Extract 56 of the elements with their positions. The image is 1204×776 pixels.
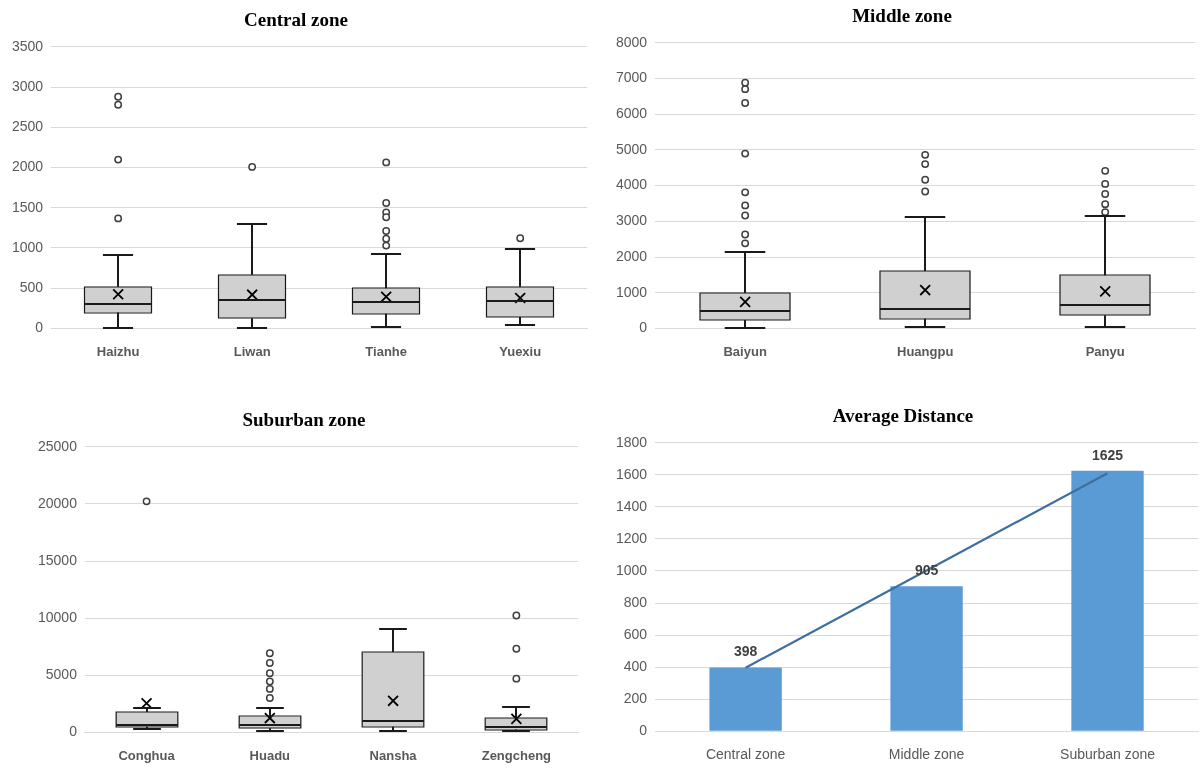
y-tick-label: 600 <box>623 625 648 642</box>
x-tick-label: Yuexiu <box>499 343 542 359</box>
y-tick-label: 2000 <box>615 247 648 264</box>
y-tick-label: 0 <box>639 319 648 336</box>
x-tick-label: Huangpu <box>897 343 954 359</box>
x-tick-label: Zengcheng <box>481 747 552 763</box>
y-tick-label: 0 <box>639 722 648 739</box>
y-tick-label: 8000 <box>615 33 648 50</box>
y-tick-label: 1000 <box>11 238 44 255</box>
y-tick-label: 500 <box>19 279 44 296</box>
bar <box>1071 470 1144 731</box>
y-tick-label: 2500 <box>11 118 44 135</box>
data-label: 1625 <box>1091 446 1124 463</box>
x-tick-label: Central zone <box>705 746 786 763</box>
y-tick-label: 4000 <box>615 176 648 193</box>
y-tick-label: 5000 <box>45 666 78 683</box>
y-tick-label: 3000 <box>615 212 648 229</box>
bar <box>890 586 963 731</box>
chart-title: Suburban zone <box>242 409 366 431</box>
y-tick-label: 1000 <box>615 561 648 578</box>
x-tick-label: Baiyun <box>723 343 767 359</box>
x-tick-label: Panyu <box>1085 343 1125 359</box>
y-tick-label: 6000 <box>615 105 648 122</box>
y-tick-label: 800 <box>623 593 648 610</box>
y-tick-label: 5000 <box>615 140 648 157</box>
x-tick-label: Liwan <box>233 343 271 359</box>
data-label: 398 <box>733 643 758 660</box>
y-tick-label: 1600 <box>615 465 648 482</box>
y-tick-label: 1500 <box>11 198 44 215</box>
x-tick-label: Middle zone <box>888 746 965 763</box>
y-tick-label: 0 <box>35 319 44 336</box>
y-tick-label: 3500 <box>11 37 44 54</box>
y-tick-label: 15000 <box>37 551 78 568</box>
x-tick-label: Nansha <box>369 747 418 763</box>
y-tick-label: 1800 <box>615 433 648 450</box>
bar <box>709 667 782 731</box>
y-tick-label: 1400 <box>615 497 648 514</box>
chart-title: Average Distance <box>832 405 974 427</box>
chart-title: Middle zone <box>852 5 952 27</box>
x-tick-label: Tianhe <box>365 343 408 359</box>
y-tick-label: 200 <box>623 690 648 707</box>
y-tick-label: 3000 <box>11 77 44 94</box>
y-tick-label: 0 <box>69 723 78 740</box>
y-tick-label: 10000 <box>37 609 78 626</box>
y-tick-label: 7000 <box>615 69 648 86</box>
y-tick-label: 1000 <box>615 283 648 300</box>
y-tick-label: 20000 <box>37 494 78 511</box>
y-tick-label: 1200 <box>615 529 648 546</box>
y-tick-label: 25000 <box>37 437 78 454</box>
x-tick-label: Suburban zone <box>1060 746 1156 763</box>
x-tick-label: Haizhu <box>96 343 140 359</box>
x-tick-label: Huadu <box>249 747 291 763</box>
x-tick-label: Conghua <box>118 747 176 763</box>
y-tick-label: 2000 <box>11 158 44 175</box>
chart-title: Central zone <box>244 9 348 31</box>
y-tick-label: 400 <box>623 657 648 674</box>
